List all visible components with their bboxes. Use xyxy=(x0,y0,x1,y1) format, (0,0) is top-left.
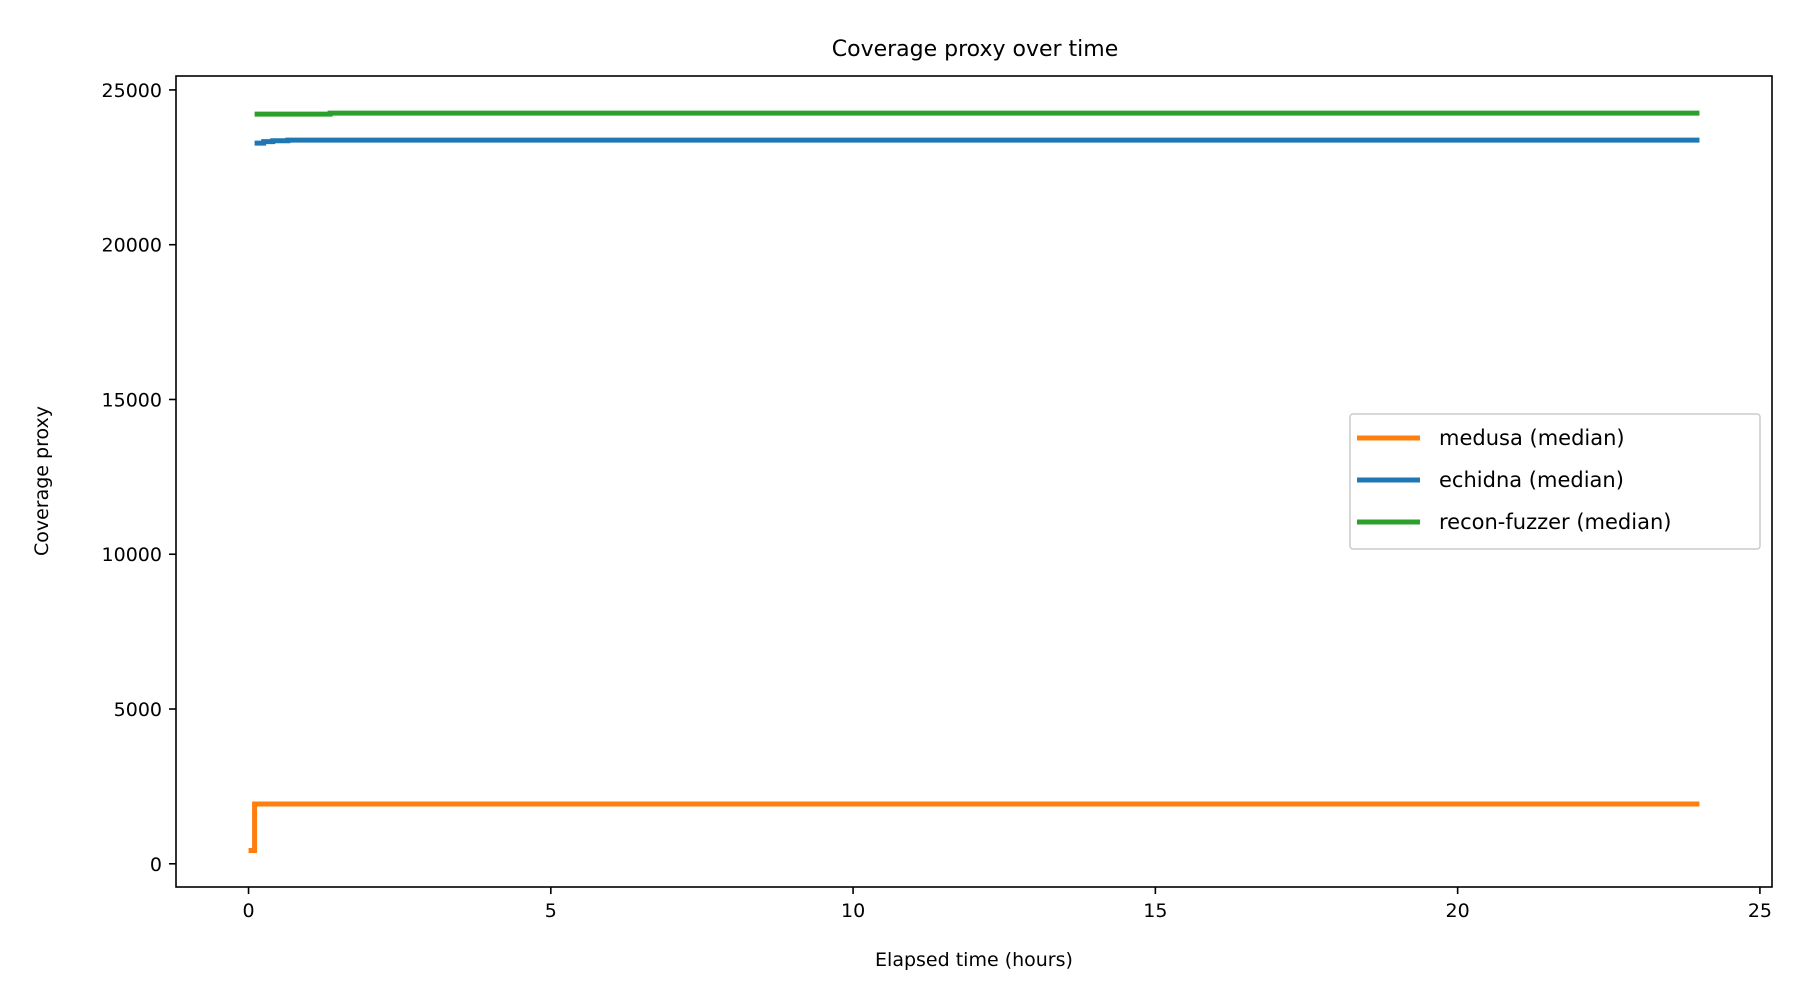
x-tick-label: 5 xyxy=(545,900,557,922)
y-tick-label: 10000 xyxy=(102,544,162,566)
x-tick-label: 20 xyxy=(1446,900,1470,922)
x-tick-label: 25 xyxy=(1748,900,1772,922)
legend-label-0: medusa (median) xyxy=(1439,426,1625,450)
legend-label-1: echidna (median) xyxy=(1439,468,1624,492)
y-tick-label: 0 xyxy=(150,854,162,876)
x-tick-label: 15 xyxy=(1143,900,1167,922)
legend-label-2: recon-fuzzer (median) xyxy=(1439,510,1671,534)
y-axis-label: Coverage proxy xyxy=(31,406,53,556)
legend: medusa (median) echidna (median) recon-fuz… xyxy=(1349,413,1761,550)
y-tick-label: 15000 xyxy=(102,389,162,411)
series-line-0 xyxy=(248,801,1700,853)
legend-box xyxy=(1349,413,1761,550)
x-tick-label: 0 xyxy=(242,900,254,922)
chart-title: Coverage proxy over time xyxy=(832,37,1119,62)
x-axis-ticks: 0 5 10 15 20 25 xyxy=(242,887,1772,922)
y-tick-label: 20000 xyxy=(102,235,162,257)
y-axis-ticks: 0 5000 10000 15000 20000 25000 xyxy=(102,80,176,876)
series-layer xyxy=(248,110,1700,853)
series-line-1 xyxy=(254,137,1700,146)
x-axis-label: Elapsed time (hours) xyxy=(875,949,1073,971)
y-tick-label: 5000 xyxy=(114,699,162,721)
x-tick-label: 10 xyxy=(841,900,865,922)
series-line-2 xyxy=(254,110,1700,117)
y-tick-label: 25000 xyxy=(102,80,162,102)
